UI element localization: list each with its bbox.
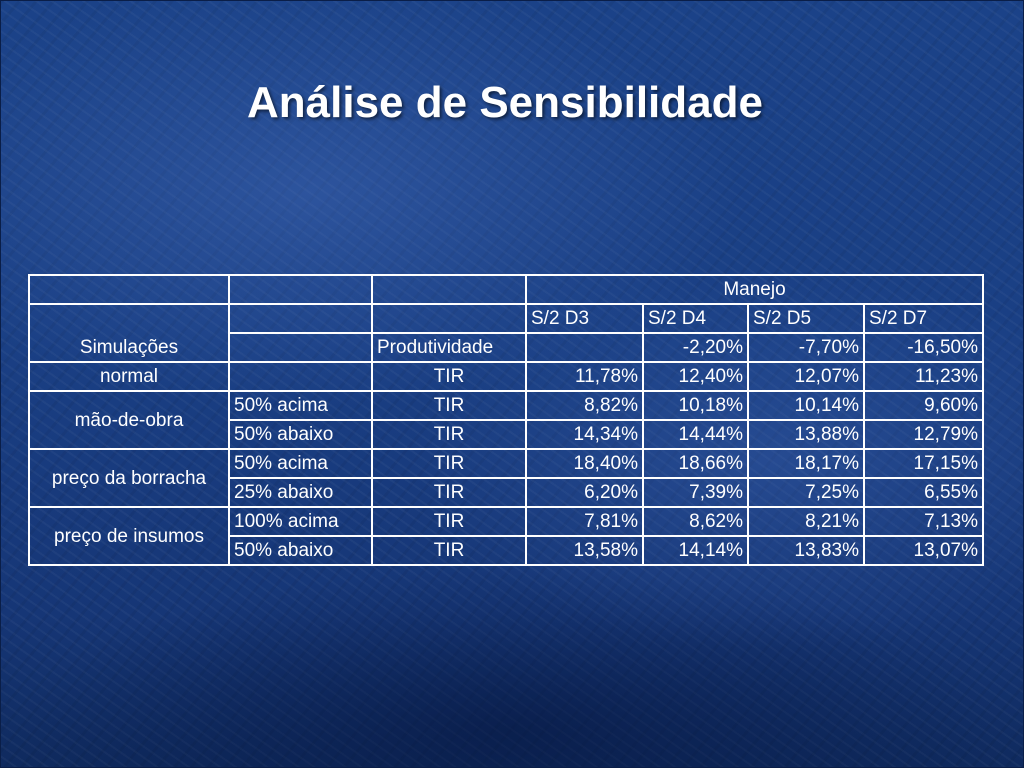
value-cell: 7,25% xyxy=(747,477,865,508)
table-header-row-1: Manejo xyxy=(28,274,984,305)
value-cell: 7,13% xyxy=(863,506,984,537)
value-cell: 6,55% xyxy=(863,477,984,508)
value-cell: 7,39% xyxy=(642,477,749,508)
simulation-name: preço de insumos xyxy=(28,506,230,566)
value-cell: 11,23% xyxy=(863,361,984,392)
produtividade-label: Produtividade xyxy=(371,332,527,363)
variation-cell: 50% acima xyxy=(228,448,373,479)
value-cell: 12,79% xyxy=(863,419,984,450)
value-cell: 13,07% xyxy=(863,535,984,566)
value-cell: 8,82% xyxy=(525,390,644,421)
value-cell: 12,07% xyxy=(747,361,865,392)
produtividade-row: Produtividade -2,20% -7,70% -16,50% xyxy=(29,332,984,363)
metric-cell: TIR xyxy=(371,448,527,479)
column-header: S/2 D5 xyxy=(747,303,865,334)
variation-cell: 25% abaixo xyxy=(228,477,373,508)
table-row: preço da borracha 50% acima TIR 18,40% 1… xyxy=(28,448,984,508)
header-empty-cell xyxy=(228,303,373,334)
header-empty-cell xyxy=(228,274,373,305)
header-empty-cell xyxy=(371,303,527,334)
value-cell: 12,40% xyxy=(642,361,749,392)
table-header-row-2: Simulações S/2 D3 S/2 D4 S/2 D5 S/2 D7 xyxy=(28,303,984,363)
variation-cell: 100% acima xyxy=(228,506,373,537)
table-row: 50% abaixo TIR 14,34% 14,44% 13,88% 12,7… xyxy=(29,419,984,450)
value-cell: 18,66% xyxy=(642,448,749,479)
value-cell: 8,21% xyxy=(747,506,865,537)
metric-cell: TIR xyxy=(371,535,527,566)
simulation-name: normal xyxy=(28,361,230,392)
value-cell: 11,78% xyxy=(525,361,644,392)
produtividade-cell: -2,20% xyxy=(642,332,749,363)
simulation-name: mão-de-obra xyxy=(28,390,230,450)
metric-cell: TIR xyxy=(371,419,527,450)
value-cell: 8,62% xyxy=(642,506,749,537)
metric-cell: TIR xyxy=(371,506,527,537)
header-empty-cell xyxy=(228,332,373,363)
simulation-name: preço da borracha xyxy=(28,448,230,508)
sensitivity-table: Manejo Simulações S/2 D3 S/2 D4 S/2 D5 S… xyxy=(28,274,984,566)
column-header: S/2 D7 xyxy=(863,303,984,334)
table-row: mão-de-obra 50% acima TIR 8,82% 10,18% 1… xyxy=(28,390,984,450)
value-cell: 10,18% xyxy=(642,390,749,421)
value-cell: 14,34% xyxy=(525,419,644,450)
variation-cell: 50% abaixo xyxy=(228,419,373,450)
value-cell: 9,60% xyxy=(863,390,984,421)
produtividade-cell xyxy=(525,332,644,363)
value-cell: 14,14% xyxy=(642,535,749,566)
produtividade-cell: -7,70% xyxy=(747,332,865,363)
value-cell: 6,20% xyxy=(525,477,644,508)
table-row: 25% abaixo TIR 6,20% 7,39% 7,25% 6,55% xyxy=(29,477,984,508)
column-header: S/2 D3 xyxy=(525,303,644,334)
metric-cell: TIR xyxy=(371,477,527,508)
table-row: preço de insumos 100% acima TIR 7,81% 8,… xyxy=(28,506,984,566)
value-cell: 10,14% xyxy=(747,390,865,421)
metric-cell: TIR xyxy=(371,390,527,421)
table-row: 50% abaixo TIR 13,58% 14,14% 13,83% 13,0… xyxy=(29,535,984,566)
produtividade-cell: -16,50% xyxy=(863,332,984,363)
value-cell: 13,58% xyxy=(525,535,644,566)
column-header: S/2 D4 xyxy=(642,303,749,334)
value-cell: 18,17% xyxy=(747,448,865,479)
value-cell: 13,83% xyxy=(747,535,865,566)
manejo-header: Manejo xyxy=(525,274,984,305)
metric-cell: TIR xyxy=(371,361,527,392)
value-cell: 18,40% xyxy=(525,448,644,479)
value-cell: 13,88% xyxy=(747,419,865,450)
variation-cell: 50% abaixo xyxy=(228,535,373,566)
header-empty-cell xyxy=(371,274,527,305)
simulacoes-header: Simulações xyxy=(28,303,230,363)
variation-cell xyxy=(228,361,373,392)
table-row: normal TIR 11,78% 12,40% 12,07% 11,23% xyxy=(28,361,984,392)
value-cell: 7,81% xyxy=(525,506,644,537)
variation-cell: 50% acima xyxy=(228,390,373,421)
header-empty-cell xyxy=(28,274,230,305)
value-cell: 17,15% xyxy=(863,448,984,479)
value-cell: 14,44% xyxy=(642,419,749,450)
slide-title: Análise de Sensibilidade xyxy=(247,78,763,127)
